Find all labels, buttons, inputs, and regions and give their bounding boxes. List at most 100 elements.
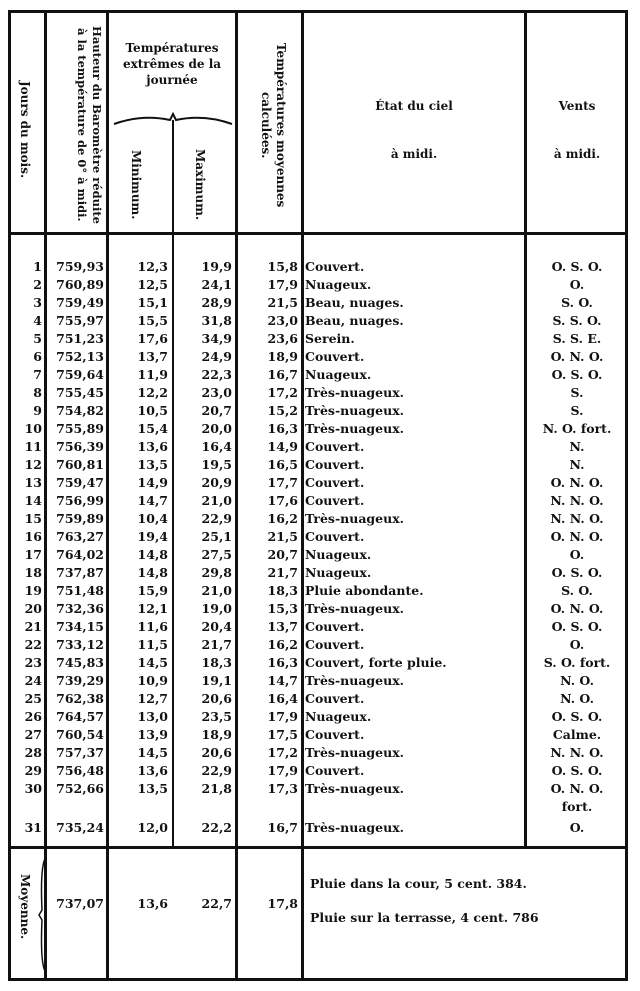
cell-etat: Couvert.: [305, 349, 365, 364]
cell-moy: 23,6: [267, 331, 298, 346]
cell-min: 13,7: [137, 349, 168, 364]
cell-vent: O. N. O.: [550, 349, 604, 364]
moyenne-min: 13,6: [137, 896, 168, 911]
cell-max: 20,0: [201, 421, 232, 436]
cell-baro: 739,29: [56, 673, 104, 688]
cell-etat: Très-nuageux.: [305, 403, 405, 418]
cell-vent: S. O.: [561, 295, 593, 310]
cell-day: 9: [33, 403, 42, 418]
cell-vent: O. S. O.: [551, 565, 603, 580]
cell-day: 22: [24, 637, 42, 652]
cell-baro: 762,38: [56, 691, 104, 706]
cell-etat: Couvert.: [305, 619, 365, 634]
cell-max: 20,7: [201, 403, 232, 418]
cell-min: 12,5: [137, 277, 168, 292]
cell-vent: S. S. E.: [552, 331, 602, 346]
cell-day: 31: [24, 820, 42, 835]
cell-vent: N. O.: [560, 673, 594, 688]
cell-etat: Pluie abondante.: [305, 583, 424, 598]
cell-vent: O. S. O.: [551, 763, 603, 778]
cell-moy: 16,4: [267, 691, 298, 706]
cell-etat: Nuageux.: [305, 547, 372, 562]
cell-etat: Couvert, forte pluie.: [305, 655, 447, 670]
cell-moy: 17,2: [267, 385, 298, 400]
header-vents-2: à midi.: [553, 147, 601, 161]
cell-day: 7: [33, 367, 42, 382]
cell-min: 12,1: [137, 601, 168, 616]
cell-moy: 17,9: [267, 277, 298, 292]
cell-min: 14,8: [137, 565, 168, 580]
cell-moy: 15,8: [267, 259, 298, 274]
header-moy: Températures moyennes calculées.: [259, 42, 288, 208]
cell-max: 22,3: [201, 367, 232, 382]
cell-vent: Calme.: [552, 727, 602, 742]
cell-day: 27: [24, 727, 42, 742]
cell-etat: Couvert.: [305, 763, 365, 778]
cell-etat: Nuageux.: [305, 277, 372, 292]
moyenne-divider: [8, 846, 628, 849]
cell-moy: 16,3: [267, 655, 298, 670]
cell-moy: 17,2: [267, 745, 298, 760]
cell-day: 8: [33, 385, 42, 400]
cell-baro: 752,13: [56, 349, 104, 364]
cell-moy: 21,5: [267, 295, 298, 310]
cell-day: 16: [24, 529, 42, 544]
cell-vent: S.: [570, 403, 584, 418]
cell-etat: Très-nuageux.: [305, 421, 405, 436]
cell-max: 22,2: [201, 820, 232, 835]
cell-max: 25,1: [201, 529, 232, 544]
header-max: Maximum.: [193, 149, 207, 221]
cell-moy: 16,5: [267, 457, 298, 472]
cell-etat: Très-nuageux.: [305, 601, 405, 616]
cell-vent: S. O.: [561, 583, 593, 598]
cell-baro: 760,54: [56, 727, 104, 742]
cell-max: 23,5: [201, 709, 232, 724]
cell-moy: 16,7: [267, 367, 298, 382]
cell-moy: 21,7: [267, 565, 298, 580]
cell-baro: 763,27: [56, 529, 104, 544]
cell-baro: 756,99: [56, 493, 104, 508]
cell-max: 19,9: [201, 259, 232, 274]
cell-max: 23,0: [201, 385, 232, 400]
header-temp-group: Températures extrêmes de la journée: [122, 41, 222, 87]
cell-baro: 757,37: [56, 745, 104, 760]
moyenne-max: 22,7: [201, 896, 232, 911]
cell-max: 29,8: [201, 565, 232, 580]
meteo-table: [8, 10, 628, 981]
cell-day: 17: [24, 547, 42, 562]
cell-day: 4: [33, 313, 42, 328]
cell-max: 19,5: [201, 457, 232, 472]
cell-max: 21,8: [201, 781, 232, 796]
cell-day: 29: [24, 763, 42, 778]
cell-etat: Couvert.: [305, 457, 365, 472]
cell-min: 15,9: [137, 583, 168, 598]
cell-min: 15,4: [137, 421, 168, 436]
cell-vent: N.: [569, 439, 585, 454]
cell-min: 15,5: [137, 313, 168, 328]
cell-baro: 755,97: [56, 313, 104, 328]
cell-moy: 16,7: [267, 820, 298, 835]
header-etat-2: à midi.: [390, 147, 438, 161]
cell-moy: 17,7: [267, 475, 298, 490]
cell-moy: 17,9: [267, 709, 298, 724]
cell-max: 21,7: [201, 637, 232, 652]
cell-max: 20,6: [201, 691, 232, 706]
cell-vent: N. N. O.: [550, 493, 604, 508]
cell-max: 18,3: [201, 655, 232, 670]
cell-min: 11,6: [137, 619, 168, 634]
cell-min: 12,3: [137, 259, 168, 274]
cell-day: 12: [24, 457, 42, 472]
divider: [172, 120, 174, 848]
cell-baro: 752,66: [56, 781, 104, 796]
cell-day: 2: [33, 277, 42, 292]
cell-vent: O.: [569, 547, 585, 562]
cell-baro: 756,39: [56, 439, 104, 454]
cell-etat: Très-nuageux.: [305, 673, 405, 688]
cell-day: 5: [33, 331, 42, 346]
cell-baro: 745,83: [56, 655, 104, 670]
cell-vent: O. S. O.: [551, 709, 603, 724]
cell-max: 22,9: [201, 511, 232, 526]
cell-moy: 17,6: [267, 493, 298, 508]
cell-day: 19: [24, 583, 42, 598]
cell-min: 12,2: [137, 385, 168, 400]
